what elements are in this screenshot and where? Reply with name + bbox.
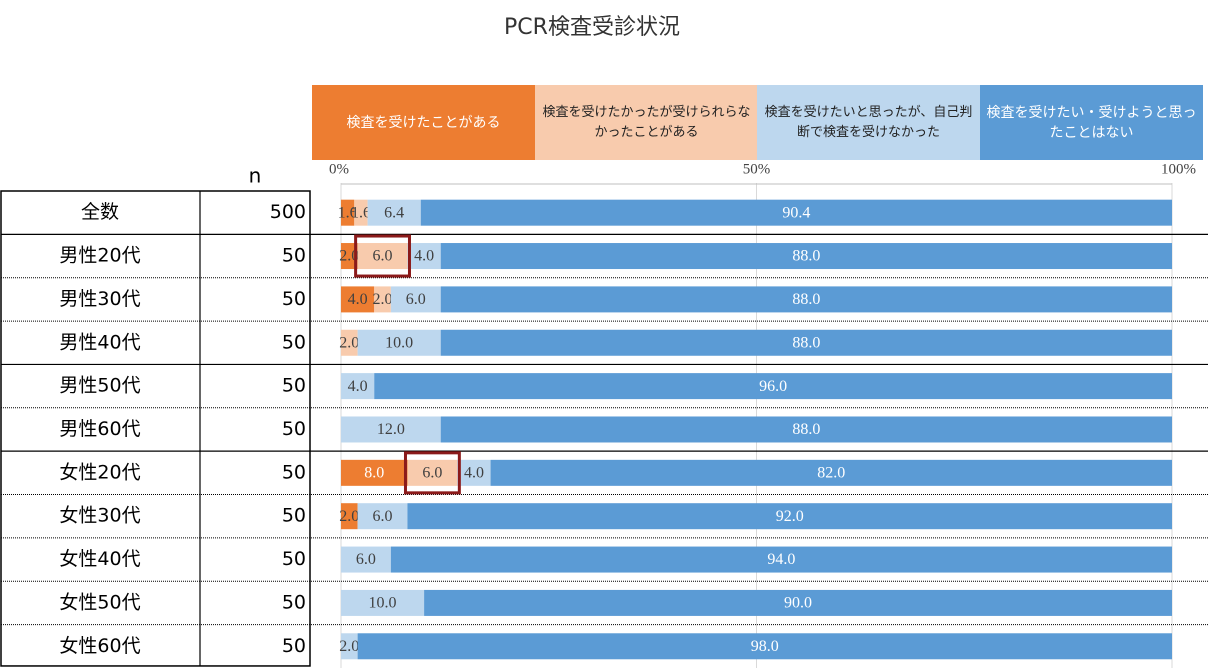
value-label: 90.4 [782, 204, 810, 221]
value-label: 92.0 [776, 508, 804, 525]
bar-segment [341, 503, 358, 530]
value-label: 10.0 [385, 334, 413, 351]
bar-segment [341, 373, 375, 400]
row-label: 全数 [81, 201, 119, 223]
bar-segment [341, 243, 358, 270]
x-tick-label: 100% [1161, 161, 1196, 177]
row-label: 女性60代 [59, 635, 140, 657]
legend-entry: 検査を受けたことがある [312, 85, 535, 160]
value-label: 1.6 [338, 204, 358, 221]
value-label: 6.0 [373, 248, 393, 265]
n-value: 50 [282, 418, 306, 440]
n-value: 50 [282, 635, 306, 657]
row-label: 女性50代 [59, 591, 140, 613]
bar-segment [440, 243, 1173, 270]
row-label: 男性40代 [59, 331, 140, 353]
value-label: 88.0 [792, 334, 820, 351]
bar-segment [440, 416, 1173, 443]
n-value: 50 [282, 461, 306, 483]
value-label: 1.6 [351, 204, 371, 221]
value-label: 4.0 [348, 291, 368, 308]
bar-segment [341, 199, 355, 226]
n-value: 50 [282, 288, 306, 310]
x-tick-label: 50% [743, 161, 771, 177]
bar-segment [341, 546, 391, 573]
value-label: 82.0 [817, 465, 845, 482]
n-value: 500 [270, 201, 306, 223]
value-label: 88.0 [792, 421, 820, 438]
bar-segment [440, 329, 1173, 356]
n-header: n [249, 164, 262, 188]
bar-segment [354, 199, 368, 226]
row-label: 男性20代 [59, 245, 140, 267]
n-value: 50 [282, 591, 306, 613]
bar-segment [407, 503, 1173, 530]
row-label: 女性20代 [59, 461, 140, 483]
bar-segment [341, 633, 358, 660]
highlight-box [403, 451, 461, 495]
value-label: 6.0 [373, 508, 393, 525]
bar-segment [407, 459, 458, 486]
chart-title: PCR検査受診状況 [504, 15, 680, 40]
table-border [0, 190, 311, 667]
legend-entry: 検査を受けたかったが受けられらなかったことがある [535, 85, 758, 160]
n-value: 50 [282, 331, 306, 353]
value-label: 4.0 [464, 465, 484, 482]
highlight-box [354, 234, 411, 278]
bar-segment [440, 286, 1173, 313]
value-label: 6.0 [356, 551, 376, 568]
bar-segment [357, 329, 441, 356]
n-value: 50 [282, 505, 306, 527]
bar-segment [357, 243, 408, 270]
row-label: 女性30代 [59, 505, 140, 527]
n-value: 50 [282, 245, 306, 267]
bar-segment [424, 589, 1173, 616]
bar-segment [367, 199, 421, 226]
value-label: 6.0 [406, 291, 426, 308]
n-value: 50 [282, 548, 306, 570]
bar-segment [341, 459, 408, 486]
value-label: 4.0 [414, 248, 434, 265]
bar-segment [341, 416, 441, 443]
bar-segment [341, 286, 375, 313]
row-label: 男性50代 [59, 375, 140, 397]
bar-segment [457, 459, 491, 486]
value-label: 2.0 [339, 508, 359, 525]
bar-segment [390, 286, 441, 313]
legend-entry: 検査を受けたいと思ったが、自己判断で検査を受けなかった [757, 85, 980, 160]
value-label: 98.0 [751, 638, 779, 655]
value-label: 90.0 [784, 595, 812, 612]
bar-segment [341, 329, 358, 356]
value-label: 88.0 [792, 291, 820, 308]
value-label: 4.0 [348, 378, 368, 395]
bar-segment [357, 633, 1172, 660]
bar-segment [341, 589, 425, 616]
value-label: 94.0 [767, 551, 795, 568]
value-label: 6.4 [384, 204, 404, 221]
legend-entry: 検査を受けたい・受けようと思ったことはない [980, 85, 1203, 160]
value-label: 2.0 [339, 638, 359, 655]
bar-segment [374, 286, 391, 313]
value-label: 6.0 [422, 465, 442, 482]
value-label: 12.0 [377, 421, 405, 438]
bar-segment [490, 459, 1173, 486]
bar-segment [357, 503, 408, 530]
row-label: 女性40代 [59, 548, 140, 570]
bar-segment [407, 243, 441, 270]
n-value: 50 [282, 375, 306, 397]
bar-segment [374, 373, 1172, 400]
value-label: 2.0 [373, 291, 393, 308]
row-label: 男性30代 [59, 288, 140, 310]
value-label: 8.0 [364, 465, 384, 482]
value-label: 96.0 [759, 378, 787, 395]
bar-segment [390, 546, 1172, 573]
value-label: 10.0 [369, 595, 397, 612]
x-tick-label: 0% [329, 161, 349, 177]
value-label: 2.0 [339, 334, 359, 351]
value-label: 88.0 [792, 248, 820, 265]
row-label: 男性60代 [59, 418, 140, 440]
bar-segment [420, 199, 1172, 226]
